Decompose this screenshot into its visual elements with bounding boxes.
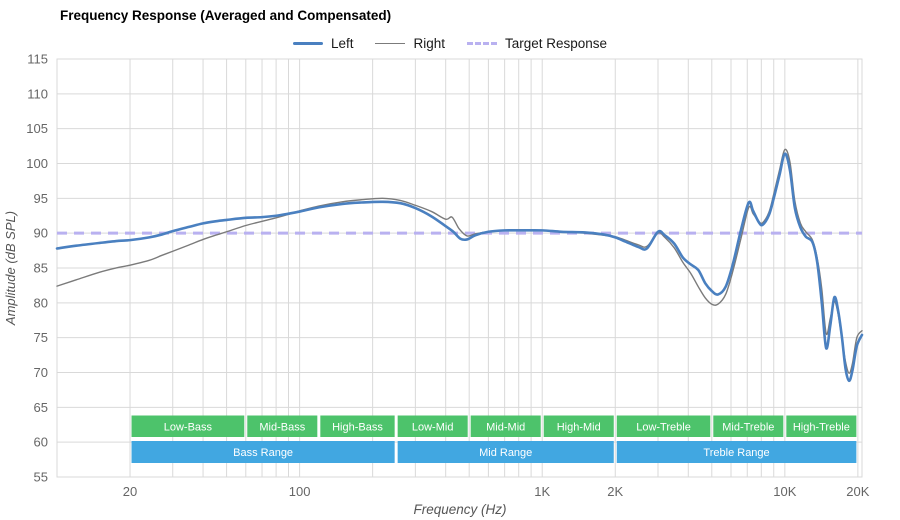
y-tick-label: 85 bbox=[34, 261, 48, 276]
gridlines bbox=[56, 58, 863, 478]
band-high-mid[interactable]: High-Mid bbox=[543, 415, 614, 438]
legend-label: Left bbox=[330, 36, 354, 51]
y-tick-label: 70 bbox=[34, 365, 48, 380]
band-label: Mid-Treble bbox=[722, 421, 774, 433]
y-tick-label: 90 bbox=[34, 226, 48, 241]
plot-border bbox=[56, 58, 863, 478]
legend-label: Target Response bbox=[504, 36, 608, 51]
band-low-mid[interactable]: Low-Mid bbox=[397, 415, 468, 438]
x-tick-label: 10K bbox=[773, 484, 796, 499]
band-label: Low-Treble bbox=[636, 421, 691, 433]
band-rect bbox=[616, 441, 857, 463]
band-label: Treble Range bbox=[703, 447, 769, 459]
y-tick-label: 65 bbox=[34, 400, 48, 415]
y-tick-label: 110 bbox=[27, 86, 48, 101]
band-low-bass[interactable]: Low-Bass bbox=[131, 415, 245, 438]
x-tick-label: 20 bbox=[123, 484, 137, 499]
band-rect bbox=[131, 441, 395, 463]
y-tick-label: 60 bbox=[34, 435, 48, 450]
band-rect bbox=[247, 415, 318, 437]
y-tick-label: 115 bbox=[27, 52, 48, 67]
band-low-treble[interactable]: Low-Treble bbox=[616, 415, 711, 438]
y-tick-label: 100 bbox=[26, 156, 48, 171]
band-label: Mid-Mid bbox=[486, 421, 525, 433]
band-label: High-Bass bbox=[332, 421, 383, 433]
band-label: Low-Mid bbox=[412, 421, 454, 433]
band-rect bbox=[470, 415, 541, 437]
x-tick-label: 2K bbox=[607, 484, 623, 499]
band-mid-mid[interactable]: Mid-Mid bbox=[470, 415, 541, 438]
x-tick-label: 100 bbox=[289, 484, 311, 499]
band-bass-range[interactable]: Bass Range bbox=[131, 441, 395, 463]
y-tick-label: 105 bbox=[26, 121, 48, 136]
y-tick-label: 95 bbox=[34, 191, 48, 206]
band-label: Mid-Bass bbox=[259, 421, 305, 433]
band-rect bbox=[616, 415, 711, 437]
y-tick-label: 55 bbox=[34, 470, 48, 485]
y-tick-label: 75 bbox=[34, 330, 48, 345]
legend-swatch-right bbox=[375, 42, 406, 45]
band-high-treble[interactable]: High-Treble bbox=[786, 415, 857, 438]
range-bands-layer: Low-Bass Mid-Bass High-Bass Low-Mid Mid-Mid H… bbox=[131, 415, 857, 463]
band-high-bass[interactable]: High-Bass bbox=[320, 415, 395, 438]
axis-ticks: 55 60 65 70 75 80 85 90 95 100 105 110 115 20 100 1K 2K 1… bbox=[26, 52, 869, 500]
band-rect bbox=[320, 415, 395, 437]
band-mid-treble[interactable]: Mid-Treble bbox=[713, 415, 784, 438]
legend-swatch-left bbox=[292, 41, 323, 46]
x-tick-label: 20K bbox=[846, 484, 869, 499]
curves-layer bbox=[55, 148, 864, 383]
band-label: Bass Range bbox=[233, 447, 293, 459]
right-curve bbox=[56, 148, 863, 374]
band-mid-range[interactable]: Mid Range bbox=[397, 441, 614, 463]
band-treble-range[interactable]: Treble Range bbox=[616, 441, 857, 463]
band-label: Low-Bass bbox=[164, 421, 213, 433]
legend-item-target-response[interactable]: Target Response bbox=[466, 36, 608, 51]
band-rect bbox=[397, 441, 614, 463]
y-axis-label: Amplitude (dB SPL) bbox=[3, 211, 18, 326]
band-rect bbox=[397, 415, 468, 437]
legend-swatch-target-response bbox=[466, 42, 497, 45]
band-rect bbox=[786, 415, 857, 437]
band-rect bbox=[131, 415, 245, 437]
chart-title: Frequency Response (Averaged and Compens… bbox=[60, 8, 392, 23]
band-mid-bass[interactable]: Mid-Bass bbox=[247, 415, 318, 438]
band-label: Mid Range bbox=[479, 447, 532, 459]
legend-label: Right bbox=[413, 36, 445, 51]
band-rect bbox=[713, 415, 784, 437]
legend-item-left[interactable]: Left bbox=[292, 36, 354, 51]
x-tick-label: 1K bbox=[534, 484, 550, 499]
y-tick-label: 80 bbox=[34, 295, 48, 310]
chart-legend: Left Right Target Response bbox=[0, 36, 900, 51]
band-label: High-Treble bbox=[793, 421, 850, 433]
left-curve bbox=[55, 152, 864, 383]
band-rect bbox=[543, 415, 614, 437]
band-label: High-Mid bbox=[557, 421, 601, 433]
x-axis-label: Frequency (Hz) bbox=[413, 502, 506, 517]
legend-item-right[interactable]: Right bbox=[375, 36, 445, 51]
